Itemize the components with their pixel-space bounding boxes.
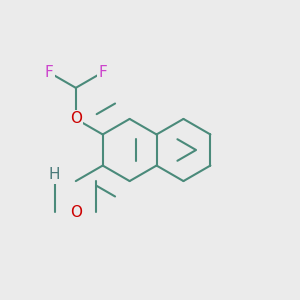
Text: H: H	[48, 167, 60, 182]
Text: O: O	[70, 111, 82, 126]
Text: F: F	[44, 65, 53, 80]
Text: F: F	[98, 65, 107, 80]
Text: O: O	[70, 205, 82, 220]
